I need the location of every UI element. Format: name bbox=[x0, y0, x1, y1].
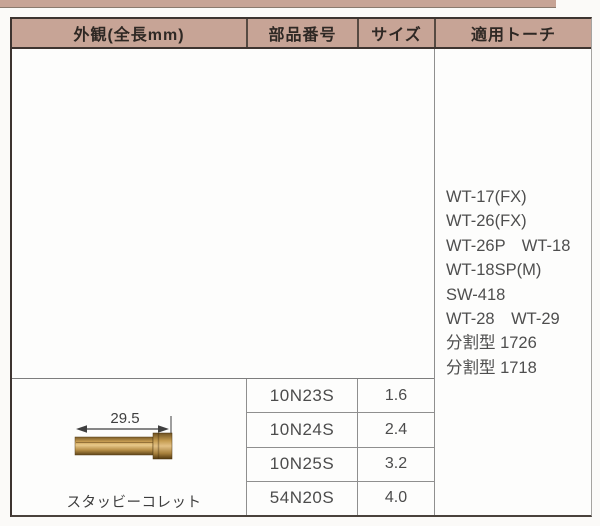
part-number: 54N20S bbox=[269, 488, 335, 508]
part-number: 10N25S bbox=[269, 454, 335, 474]
dimension-value: 29.5 bbox=[110, 410, 139, 427]
part-number: 10N23S bbox=[269, 385, 335, 405]
applicable-torch-cell: WT-17(FX) WT-26(FX) WT-26P WT-18 WT-18SP… bbox=[434, 49, 591, 515]
torch-model: WT-26P WT-18 bbox=[446, 236, 571, 255]
torch-model: WT-26(FX) bbox=[446, 212, 527, 231]
size-value: 4.0 bbox=[357, 481, 434, 515]
header-applicable-torch: 適用トーチ bbox=[434, 19, 591, 47]
parts-table: 外観(全長mm) 部品番号 サイズ 適用トーチ WT-17(FX) WT-26(… bbox=[10, 17, 592, 517]
previous-table-edge-strip bbox=[0, 0, 556, 8]
size-value: 2.4 bbox=[357, 413, 434, 447]
torch-model: WT-17(FX) bbox=[446, 188, 527, 206]
arrowhead-left bbox=[76, 425, 87, 433]
table-header-row: 外観(全長mm) 部品番号 サイズ 適用トーチ bbox=[12, 19, 591, 49]
empty-spec-area bbox=[12, 49, 434, 379]
arrowhead-right bbox=[158, 425, 169, 433]
header-size: サイズ bbox=[357, 19, 434, 47]
table-body: WT-17(FX) WT-26(FX) WT-26P WT-18 WT-18SP… bbox=[12, 49, 591, 515]
part-name-label: スタッビーコレット bbox=[66, 495, 202, 511]
torch-model: SW-418 bbox=[446, 285, 506, 304]
part-rows: 10N23S 1.6 10N24S 2.4 10N25S 3.2 54N20S … bbox=[246, 379, 434, 515]
part-number: 10N24S bbox=[269, 419, 335, 439]
table-row: 10N24S 2.4 bbox=[247, 412, 434, 447]
size-value: 3.2 bbox=[357, 447, 434, 481]
table-row: 54N20S 4.0 bbox=[247, 480, 434, 515]
appearance-cell: 29.5 スタッビーコレット bbox=[12, 379, 246, 515]
collet-shaft bbox=[74, 436, 154, 456]
torch-model: 分割型 1726 bbox=[446, 334, 537, 353]
torch-model: WT-28 WT-29 bbox=[446, 310, 560, 329]
table-row: 10N23S 1.6 bbox=[247, 379, 434, 413]
torch-model: WT-18SP(M) bbox=[446, 261, 542, 280]
torch-model: 分割型 1718 bbox=[446, 358, 537, 377]
header-part-number: 部品番号 bbox=[246, 19, 357, 47]
size-value: 1.6 bbox=[357, 379, 434, 413]
collet-illustration: 29.5 bbox=[74, 410, 173, 460]
table-row: 10N25S 3.2 bbox=[247, 446, 434, 481]
header-appearance: 外観(全長mm) bbox=[73, 27, 185, 44]
collet-head bbox=[152, 432, 173, 460]
